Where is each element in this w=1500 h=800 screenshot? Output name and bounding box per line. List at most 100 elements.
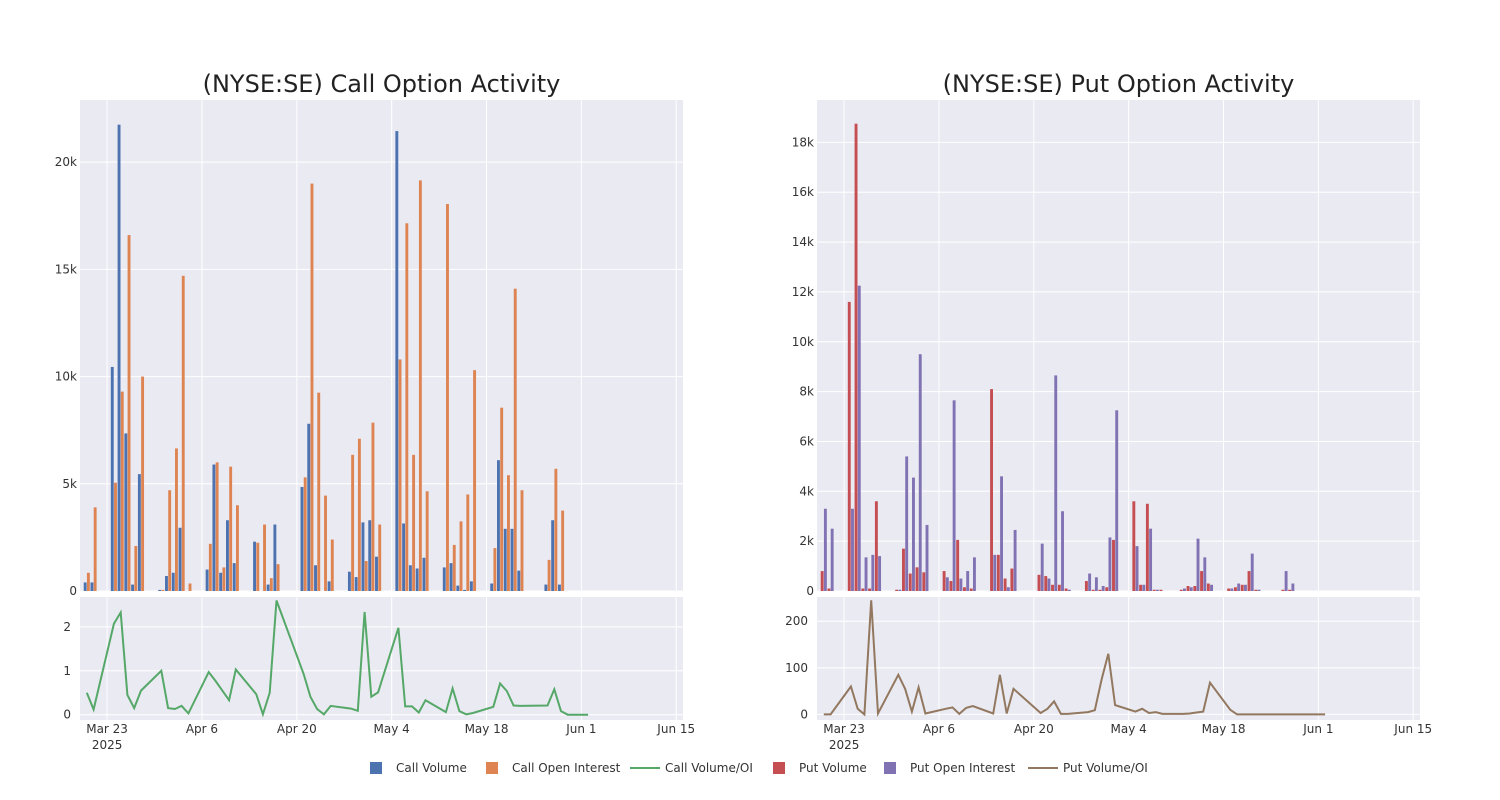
bar-call-volume bbox=[314, 565, 317, 591]
bar-put-volume bbox=[827, 588, 831, 591]
bar-call-open-interest bbox=[561, 510, 565, 591]
legend-item: Put Volume bbox=[773, 761, 867, 775]
bar-put-volume bbox=[1044, 576, 1048, 591]
bar-put-volume bbox=[962, 587, 966, 591]
bar-call-open-interest bbox=[493, 548, 497, 591]
legend-item: Put Volume/OI bbox=[1028, 761, 1148, 775]
bar-put-open-interest bbox=[1013, 529, 1017, 591]
bar-call-open-interest bbox=[500, 407, 504, 591]
bar-put-volume bbox=[1240, 584, 1244, 591]
bar-call-open-interest bbox=[317, 392, 321, 591]
x-tick-label: Jun 15 bbox=[656, 722, 695, 736]
bar-call-open-interest bbox=[520, 490, 524, 591]
bar-call-volume bbox=[361, 522, 365, 591]
bar-call-open-interest bbox=[357, 438, 361, 591]
bar-call-volume bbox=[327, 581, 331, 591]
bar-call-open-interest bbox=[446, 203, 449, 592]
x-tick-label: May 18 bbox=[1202, 722, 1246, 736]
bar-put-open-interest bbox=[1183, 588, 1186, 591]
bar-put-open-interest bbox=[1291, 583, 1295, 591]
bar-call-open-interest bbox=[473, 370, 477, 591]
bar-call-open-interest bbox=[269, 578, 273, 591]
bar-put-open-interest bbox=[1088, 573, 1092, 591]
bar-put-open-interest bbox=[1284, 571, 1288, 591]
x-tick-label: Apr 6 bbox=[186, 722, 218, 736]
ratio-y-tick-label: 0 bbox=[63, 708, 71, 722]
y-tick-label: 0 bbox=[69, 584, 77, 598]
bar-call-open-interest bbox=[120, 391, 124, 591]
bar-call-open-interest bbox=[141, 376, 145, 591]
bar-put-volume bbox=[1247, 571, 1251, 591]
bar-put-volume bbox=[847, 301, 851, 591]
bar-call-volume bbox=[219, 572, 223, 591]
bar-call-open-interest bbox=[188, 583, 192, 591]
bar-put-volume bbox=[1132, 501, 1136, 591]
bar-put-open-interest bbox=[851, 508, 854, 591]
bar-call-volume bbox=[469, 581, 473, 591]
bar-put-volume bbox=[1186, 586, 1190, 591]
bar-put-volume bbox=[1206, 583, 1210, 591]
legend-label: Call Volume/OI bbox=[665, 761, 753, 775]
bar-call-volume bbox=[225, 520, 229, 591]
x-tick-label: May 18 bbox=[465, 722, 509, 736]
ratio-y-tick-label: 100 bbox=[785, 661, 808, 675]
bar-call-open-interest bbox=[459, 521, 463, 591]
bar-put-open-interest bbox=[1108, 537, 1112, 591]
bar-call-volume bbox=[171, 572, 175, 591]
bar-put-volume bbox=[1200, 571, 1204, 591]
bar-put-open-interest bbox=[905, 456, 909, 591]
bar-call-open-interest bbox=[86, 572, 90, 591]
x-tick-label: Mar 23 bbox=[86, 722, 128, 736]
x-tick-label: Jun 1 bbox=[1302, 722, 1333, 736]
bar-call-open-interest bbox=[425, 491, 429, 591]
bar-put-open-interest bbox=[1054, 375, 1058, 591]
bar-put-volume bbox=[1091, 589, 1095, 591]
bar-call-open-interest bbox=[181, 275, 185, 591]
bar-call-volume bbox=[463, 589, 467, 591]
bar-put-open-interest bbox=[1250, 553, 1254, 591]
bar-put-volume bbox=[1227, 588, 1231, 591]
bar-put-open-interest bbox=[1196, 538, 1200, 591]
bar-call-open-interest bbox=[175, 448, 178, 591]
bar-call-volume bbox=[395, 131, 399, 591]
panel-1: (NYSE:SE) Put Option Activity 0 2k 4k 6k 8k 10… bbox=[785, 70, 1432, 752]
bar-call-open-interest bbox=[263, 524, 266, 591]
ratio-line-call-volume-oi bbox=[85, 600, 589, 718]
bar-put-open-interest bbox=[871, 554, 875, 591]
bar-put-volume bbox=[1010, 568, 1014, 591]
bar-put-open-interest bbox=[1189, 587, 1193, 591]
bar-put-volume bbox=[1037, 574, 1041, 591]
x-tick-label: Jun 1 bbox=[565, 722, 596, 736]
bar-put-volume bbox=[1179, 589, 1183, 591]
bar-put-open-interest bbox=[823, 508, 827, 591]
chart-title: (NYSE:SE) Put Option Activity bbox=[943, 70, 1295, 98]
legend-swatch bbox=[884, 762, 896, 774]
bar-put-volume bbox=[922, 572, 926, 591]
bar-put-open-interest bbox=[1135, 546, 1139, 591]
ratio-y-tick-label: 1 bbox=[63, 664, 71, 678]
bar-call-volume bbox=[300, 487, 304, 591]
bar-call-open-interest bbox=[235, 505, 239, 591]
y-tick-label: 16k bbox=[792, 185, 814, 199]
bar-put-volume bbox=[1159, 589, 1163, 591]
bar-call-open-interest bbox=[256, 542, 260, 591]
bar-call-volume bbox=[131, 584, 135, 591]
x-tick-year-label: 2025 bbox=[92, 738, 123, 752]
x-tick-label: Apr 20 bbox=[277, 722, 317, 736]
main-plot-area bbox=[817, 100, 1420, 591]
bar-call-volume bbox=[253, 541, 256, 591]
bar-call-volume bbox=[83, 582, 87, 591]
bar-call-open-interest bbox=[371, 422, 375, 591]
x-tick-label: Jun 15 bbox=[1393, 722, 1432, 736]
bar-call-volume bbox=[212, 464, 216, 591]
bar-call-open-interest bbox=[276, 564, 280, 591]
bar-call-open-interest bbox=[324, 495, 327, 591]
main-plot-area bbox=[80, 100, 683, 591]
ratio-plot-area bbox=[817, 597, 1420, 720]
bar-put-open-interest bbox=[952, 400, 956, 591]
y-tick-label: 8k bbox=[799, 385, 814, 399]
ratio-y-tick-label: 2 bbox=[63, 620, 71, 634]
bar-call-volume bbox=[307, 423, 311, 591]
ratio-y-tick-label: 0 bbox=[800, 707, 808, 721]
